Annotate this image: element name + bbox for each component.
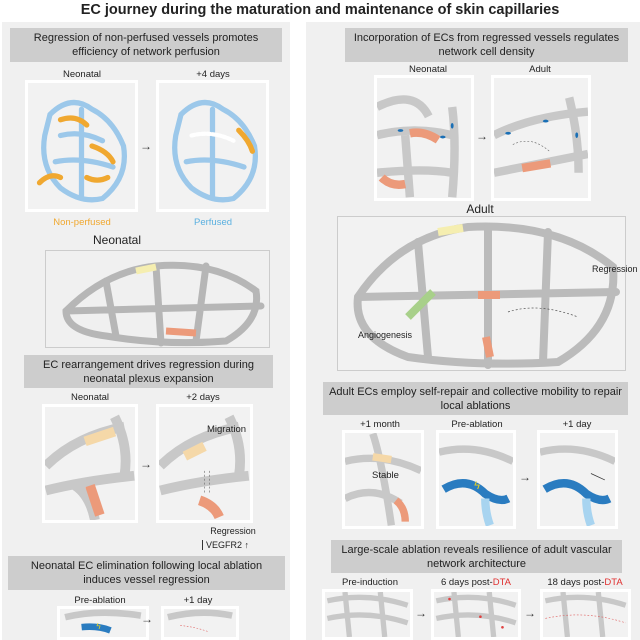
elimination-preablation-diagram: ϟ <box>57 606 149 640</box>
svg-text:ϟ: ϟ <box>474 480 480 492</box>
self-repair-preablation-diagram: ϟ <box>436 430 516 529</box>
stable-label: Stable <box>372 470 399 481</box>
incorporation-header: Incorporation of ECs from regressed vess… <box>345 28 628 62</box>
vegfr2-text: VEGFR2 <box>206 540 243 550</box>
non-perfused-legend: Non-perfused <box>53 217 111 228</box>
rearrangement-2days-diagram <box>156 404 253 523</box>
self-repair-label-1month: +1 month <box>360 419 400 430</box>
rearrangement-neonatal-diagram <box>42 404 138 523</box>
self-repair-label-preablation: Pre-ablation <box>451 419 503 430</box>
arrow-icon: → <box>140 457 152 471</box>
perfusion-neonatal-diagram <box>25 80 138 212</box>
large-scale-label-18days: 18 days post-DTA <box>547 577 622 588</box>
rearrangement-label-neonatal: Neonatal <box>70 392 110 403</box>
incorporation-adult-diagram <box>491 75 591 201</box>
elimination-1day-diagram <box>161 606 239 640</box>
adult-label: Adult <box>466 202 494 216</box>
arrow-icon: → <box>524 606 536 620</box>
elimination-label-1day: +1 day <box>183 595 213 606</box>
arrow-icon: → <box>141 612 153 626</box>
dta-text: DTA <box>492 577 512 588</box>
elimination-label-preablation: Pre-ablation <box>74 595 126 606</box>
large-scale-pre-diagram <box>322 589 413 640</box>
svg-text:ϟ: ϟ <box>96 622 101 631</box>
self-repair-header: Adult ECs employ self-repair and collect… <box>323 382 628 415</box>
perfusion-4days-diagram <box>156 80 269 212</box>
arrow-icon: → <box>415 606 427 620</box>
large-scale-18days-diagram <box>540 589 631 640</box>
adult-regression-label: Regression <box>592 264 638 274</box>
incorporation-label-neonatal: Neonatal <box>408 64 448 75</box>
large-scale-header: Large-scale ablation reveals resilience … <box>331 540 622 573</box>
incorporation-label-adult: Adult <box>529 64 551 75</box>
angiogenesis-label: Angiogenesis <box>358 330 413 340</box>
adult-network-diagram <box>337 216 626 371</box>
neonatal-network-diagram <box>45 250 270 348</box>
incorporation-neonatal-diagram <box>374 75 474 201</box>
self-repair-label-1day: +1 day <box>562 419 592 430</box>
migration-label: Migration <box>207 424 247 435</box>
perfusion-label-4days: +4 days <box>196 69 230 80</box>
regression-label: Regression <box>210 526 256 536</box>
large-scale-label-6days: 6 days post-DTA <box>441 577 511 588</box>
large-scale-label-pre: Pre-induction <box>342 577 398 588</box>
arrow-icon: → <box>140 139 152 153</box>
self-repair-1month-diagram <box>342 430 424 529</box>
label-6days-text: 6 days post- <box>440 577 493 588</box>
perfusion-label-neonatal: Neonatal <box>62 69 102 80</box>
dta-text: DTA <box>604 577 623 588</box>
arrow-icon: → <box>519 470 531 484</box>
figure-title: EC journey during the maturation and mai… <box>80 2 560 18</box>
vegfr2-label: VEGFR2 ↑ <box>202 540 249 550</box>
large-scale-6days-diagram <box>431 589 521 640</box>
rearrangement-label-2days: +2 days <box>186 392 220 403</box>
elimination-header: Neonatal EC elimination following local … <box>8 556 285 590</box>
arrow-icon: → <box>476 129 488 143</box>
perfused-legend: Perfused <box>193 217 233 228</box>
label-18days-text: 18 days post- <box>547 577 605 588</box>
perfusion-header: Regression of non-perfused vessels promo… <box>10 28 282 62</box>
self-repair-1day-diagram <box>537 430 618 529</box>
up-arrow-icon: ↑ <box>244 540 250 550</box>
rearrangement-header: EC rearrangement drives regression durin… <box>24 355 273 388</box>
neonatal-label: Neonatal <box>92 233 142 247</box>
